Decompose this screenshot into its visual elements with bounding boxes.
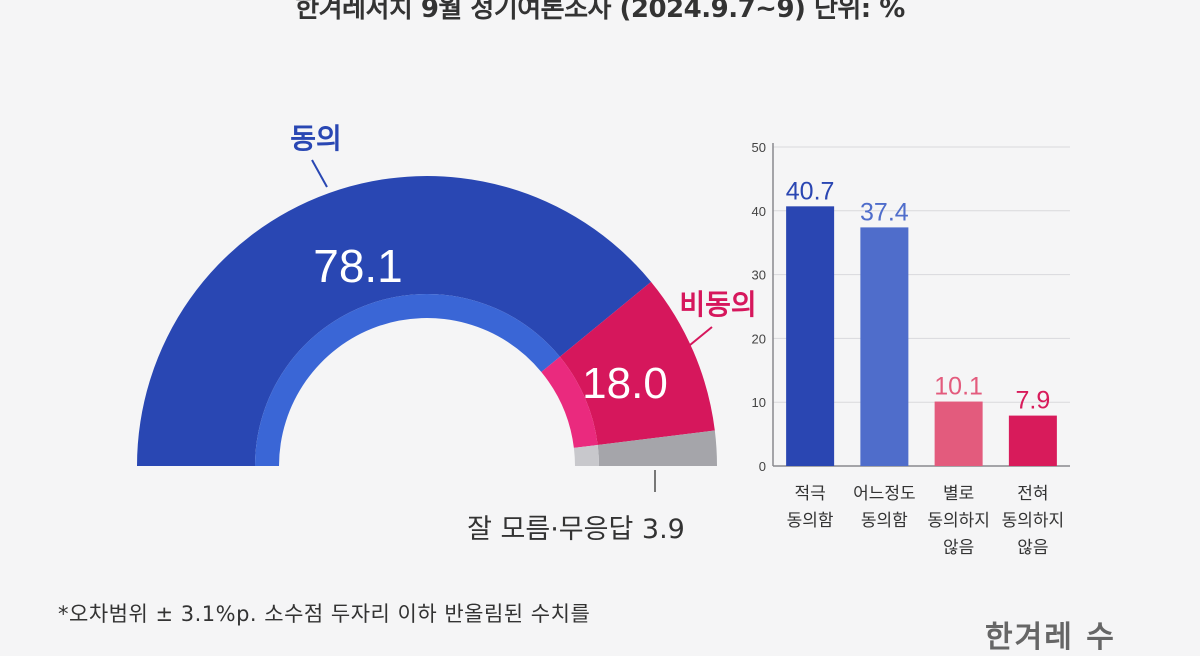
bar-value-label: 37.4 xyxy=(860,198,909,226)
agree-leader-line xyxy=(311,159,328,188)
x-category-label: 동의함 xyxy=(861,511,908,531)
bar xyxy=(860,227,909,466)
gauge-chart: 78.1 18.0 동의 비동의 잘 모름·무응답 3.9 xyxy=(137,122,757,545)
bar-value-label: 7.9 xyxy=(1015,387,1050,415)
x-category-label: 동의함 xyxy=(787,511,834,531)
x-category-label: 전혀 xyxy=(1017,484,1048,504)
bar-value-label: 10.1 xyxy=(934,373,983,401)
publisher-logo: 한겨레 수 xyxy=(985,620,1116,655)
unknown-label: 잘 모름·무응답 3.9 xyxy=(467,514,685,545)
y-tick-label: 20 xyxy=(752,331,766,346)
agree-segment xyxy=(137,175,652,466)
disagree-segment-inner xyxy=(541,356,598,448)
x-category-label: 적극 xyxy=(794,484,825,504)
x-category-label: 어느정도 xyxy=(853,484,916,504)
agree-segment-inner xyxy=(255,293,560,466)
x-category-label: 동의하지 xyxy=(1002,511,1065,531)
x-category-label: 않음 xyxy=(1017,538,1048,558)
y-tick-label: 40 xyxy=(752,204,766,219)
bar xyxy=(786,206,835,467)
unknown-segment xyxy=(597,430,717,466)
x-category-label: 별로 xyxy=(943,484,974,504)
x-category-label: 않음 xyxy=(943,538,974,558)
bar xyxy=(1008,415,1057,466)
bar-value-label: 40.7 xyxy=(786,177,835,205)
agree-label: 동의 xyxy=(290,122,342,155)
x-category-label: 동의하지 xyxy=(927,511,990,531)
y-tick-label: 50 xyxy=(752,140,766,155)
bar xyxy=(934,401,983,466)
agree-value-label: 78.1 xyxy=(313,240,403,292)
disagree-leader-line xyxy=(689,326,713,346)
disagree-segment xyxy=(559,281,715,445)
disagree-label: 비동의 xyxy=(679,288,756,321)
y-tick-label: 30 xyxy=(752,268,766,283)
footnote: *오차범위 ± 3.1%p. 소수점 두자리 이하 반올림된 수치를 xyxy=(58,602,591,626)
chart-subtitle: 한겨레서치 9월 정기여론조사 (2024.9.7~9) 단위: % xyxy=(295,0,905,24)
disagree-value-label: 18.0 xyxy=(582,359,668,408)
y-tick-label: 0 xyxy=(759,459,766,474)
y-tick-label: 10 xyxy=(752,395,766,410)
unknown-segment-inner xyxy=(573,444,599,466)
